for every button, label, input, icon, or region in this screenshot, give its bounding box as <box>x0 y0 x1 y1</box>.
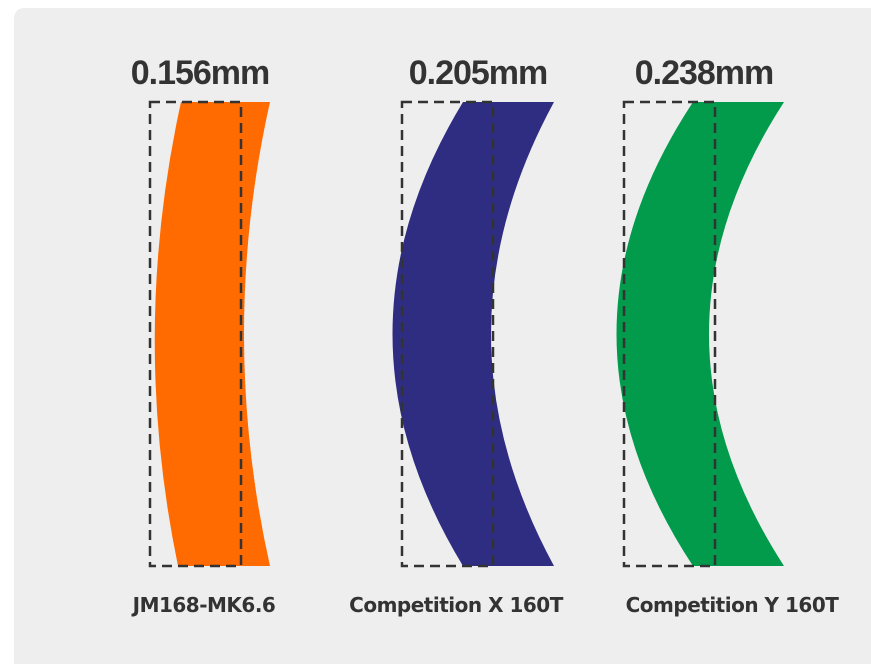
measurement-jm168: 0.156mm <box>130 54 271 92</box>
frame-competition-x <box>400 100 495 568</box>
label-competition-x: Competition X 160T <box>349 593 563 617</box>
strip-competition-y <box>616 102 784 566</box>
frame-jm168 <box>148 100 243 568</box>
frame-competition-y <box>622 100 717 568</box>
strip-competition-x <box>392 102 554 566</box>
label-jm168: JM168-MK6.6 <box>132 593 276 617</box>
measurement-competition-y: 0.238mm <box>634 54 775 92</box>
label-competition-y: Competition Y 160T <box>625 593 839 617</box>
measurement-competition-x: 0.205mm <box>408 54 549 92</box>
strip-jm168 <box>154 102 270 566</box>
